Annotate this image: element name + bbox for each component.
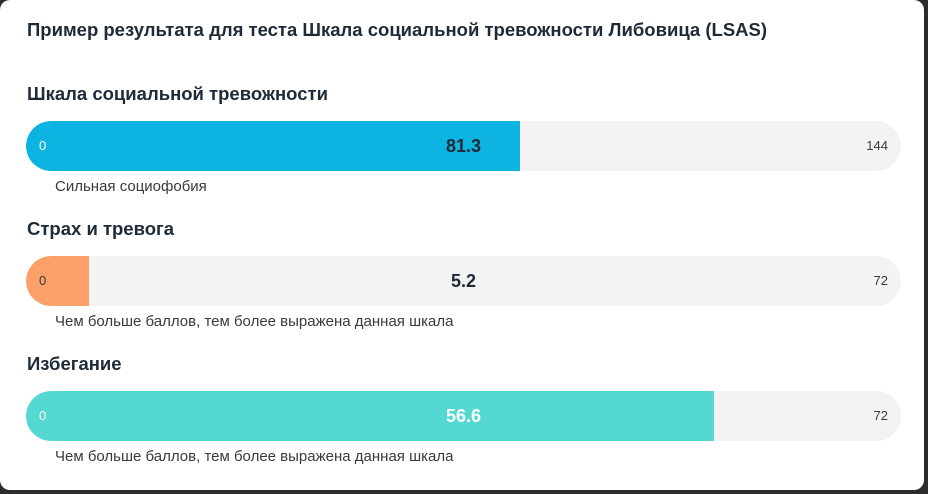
scale-description: Чем больше баллов, тем более выражена да…	[55, 313, 454, 330]
scale-description: Сильная социофобия	[55, 178, 207, 195]
scale-title: Шкала социальной тревожности	[27, 83, 328, 104]
progress-fill	[26, 121, 521, 171]
scale-title: Избегание	[27, 353, 122, 374]
progress-track: 0 5.2 72	[26, 256, 901, 306]
scale-description: Чем больше баллов, тем более выражена да…	[55, 448, 454, 465]
max-label: 72	[873, 408, 888, 423]
progress-fill	[26, 256, 90, 306]
min-label: 0	[39, 138, 47, 153]
card-title: Пример результата для теста Шкала социал…	[27, 19, 768, 40]
min-label: 0	[39, 273, 47, 288]
value-label: 56.6	[445, 406, 482, 426]
progress-fill	[26, 391, 714, 441]
min-label: 0	[39, 408, 47, 423]
scale-title: Страх и тревога	[27, 218, 175, 239]
progress-track: 0 81.3 144	[26, 121, 901, 171]
max-label: 144	[866, 138, 888, 153]
value-label: 81.3	[445, 136, 482, 156]
max-label: 72	[873, 273, 888, 288]
progress-track: 0 56.6 72	[26, 391, 901, 441]
value-label: 5.2	[450, 271, 477, 291]
